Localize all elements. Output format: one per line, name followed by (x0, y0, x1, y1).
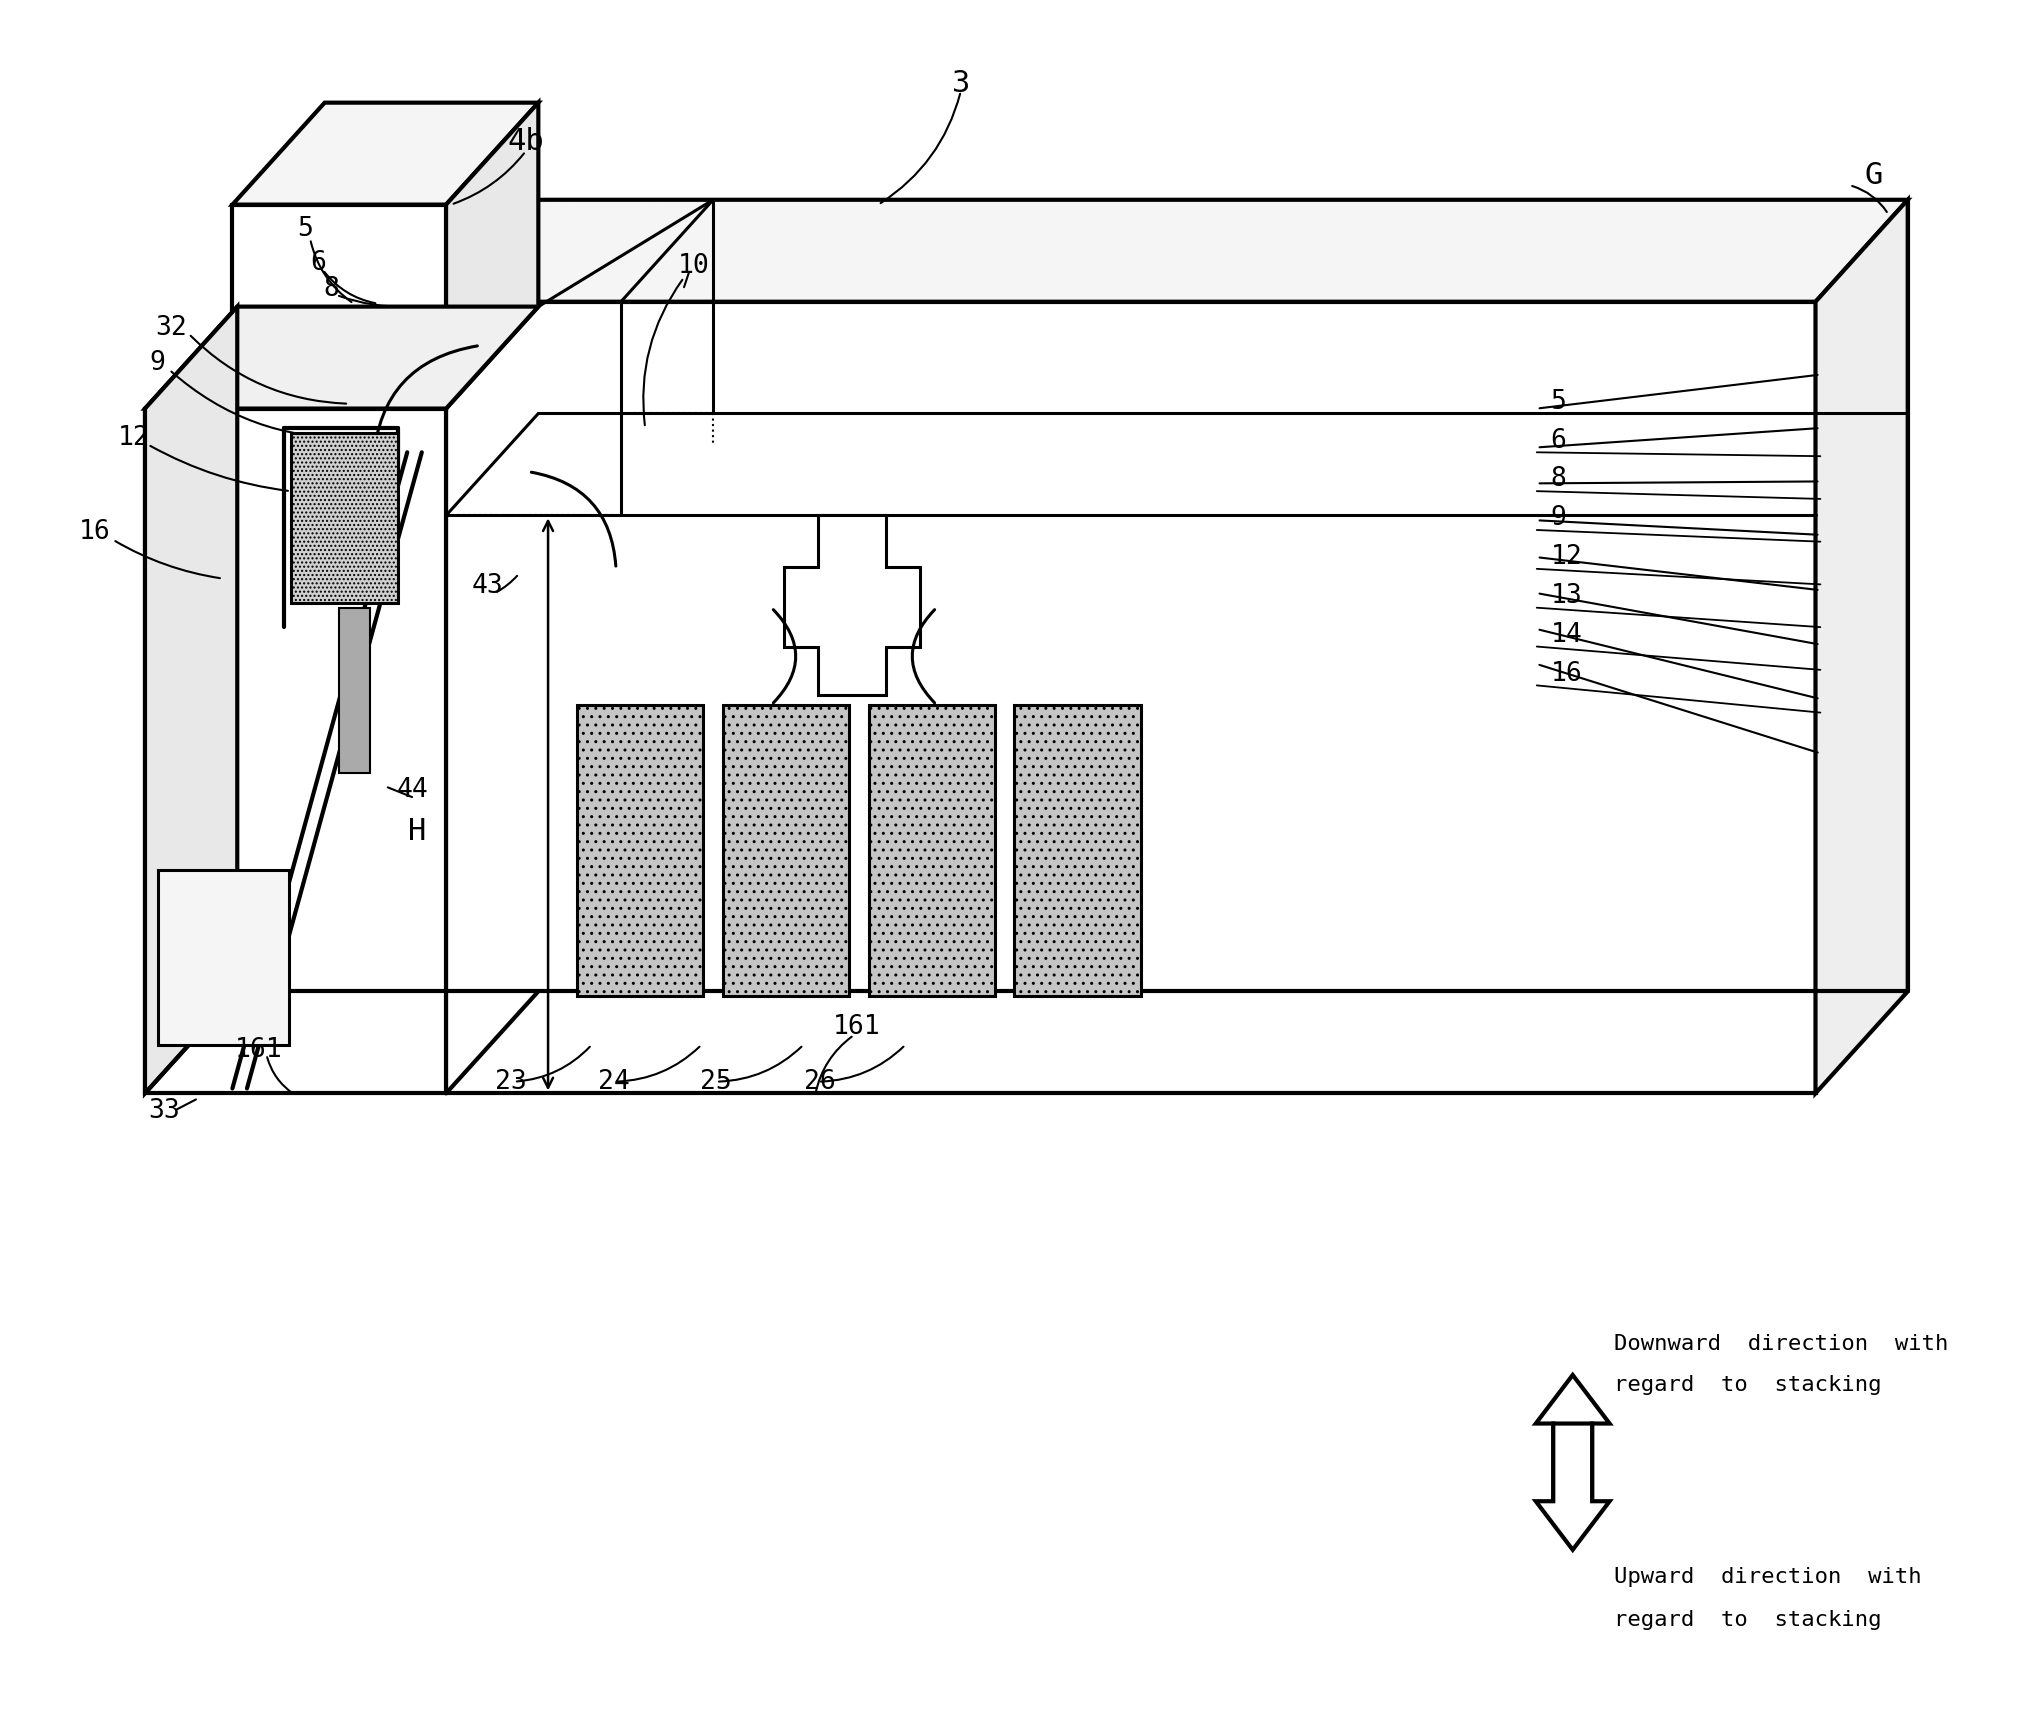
Text: 23: 23 (495, 1069, 527, 1095)
Text: 25: 25 (699, 1069, 732, 1095)
Text: regard  to  stacking: regard to stacking (1615, 1610, 1882, 1629)
Text: G: G (1865, 161, 1884, 191)
Text: 161: 161 (833, 1015, 881, 1041)
Text: 32: 32 (156, 316, 188, 342)
Polygon shape (447, 302, 1815, 1093)
Bar (1015, 704, 1140, 996)
Text: H: H (408, 817, 426, 845)
Text: 43: 43 (473, 573, 503, 599)
Text: 8: 8 (323, 276, 340, 302)
Text: 6: 6 (309, 250, 325, 276)
Bar (158, 869, 289, 1044)
Polygon shape (1815, 200, 1908, 1093)
Polygon shape (232, 102, 538, 205)
Bar (340, 607, 370, 772)
Text: 14: 14 (1550, 621, 1582, 647)
Text: 12: 12 (1550, 545, 1582, 571)
Bar (578, 704, 703, 996)
Text: 10: 10 (677, 253, 709, 279)
Polygon shape (146, 409, 447, 1093)
Text: regard  to  stacking: regard to stacking (1615, 1374, 1882, 1395)
Bar (291, 432, 398, 602)
Polygon shape (146, 307, 236, 1093)
Text: 16: 16 (79, 519, 111, 545)
Polygon shape (784, 515, 920, 696)
Text: 26: 26 (804, 1069, 837, 1095)
Polygon shape (232, 205, 447, 409)
Text: 6: 6 (1550, 427, 1566, 453)
Text: 9: 9 (1550, 505, 1566, 531)
Text: 9: 9 (150, 350, 166, 376)
Polygon shape (1536, 1374, 1609, 1501)
Text: 4b: 4b (507, 127, 544, 156)
Text: 161: 161 (234, 1036, 283, 1062)
Text: 33: 33 (150, 1098, 180, 1124)
Text: Downward  direction  with: Downward direction with (1615, 1334, 1948, 1353)
Text: 5: 5 (1550, 389, 1566, 415)
Text: 44: 44 (396, 777, 428, 803)
Text: 5: 5 (297, 215, 313, 241)
Polygon shape (447, 102, 538, 409)
Text: Upward  direction  with: Upward direction with (1615, 1567, 1922, 1588)
Text: 12: 12 (117, 425, 150, 451)
Text: 24: 24 (598, 1069, 631, 1095)
Text: 8: 8 (1550, 467, 1566, 493)
Polygon shape (1536, 1423, 1609, 1549)
Text: 16: 16 (1550, 661, 1582, 687)
Text: 3: 3 (952, 69, 970, 97)
Bar (724, 704, 849, 996)
Bar (869, 704, 994, 996)
Polygon shape (447, 200, 1908, 302)
Polygon shape (146, 307, 538, 409)
Text: 13: 13 (1550, 583, 1582, 609)
